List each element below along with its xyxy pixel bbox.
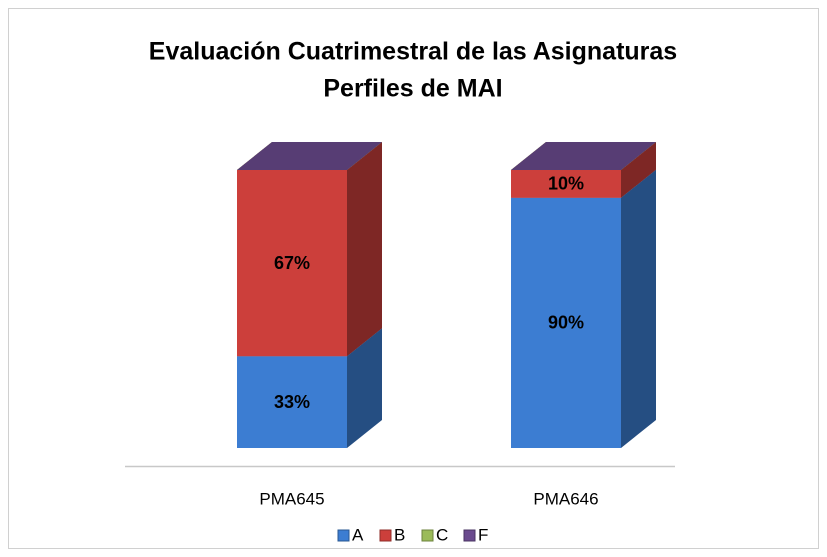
- legend-label: B: [394, 525, 405, 544]
- data-label: 90%: [548, 313, 584, 333]
- chart-title: Evaluación Cuatrimestral de las Asignatu…: [149, 38, 677, 66]
- data-label: 33%: [274, 392, 310, 412]
- bar-top: [511, 142, 656, 170]
- chart-title: Perfiles de MAI: [323, 75, 502, 103]
- bar: [511, 170, 621, 198]
- legend-swatch: [379, 529, 392, 542]
- x-tick-label: PMA645: [259, 489, 324, 508]
- bar-side: [621, 169, 656, 449]
- bar: [237, 170, 347, 357]
- legend-swatch: [421, 529, 434, 542]
- legend-swatch: [463, 529, 476, 542]
- data-label: 67%: [274, 253, 310, 273]
- bar-top: [237, 142, 382, 170]
- chart-frame: [8, 8, 819, 549]
- bar: [511, 197, 621, 448]
- x-tick-label: PMA646: [533, 489, 598, 508]
- legend-label: C: [436, 525, 448, 544]
- bar-side: [347, 142, 382, 357]
- bar-side: [621, 142, 656, 198]
- bar-side: [347, 328, 382, 448]
- data-label: 10%: [548, 174, 584, 194]
- legend-label: A: [352, 525, 364, 544]
- bar: [237, 356, 347, 448]
- legend-label: F: [478, 525, 488, 544]
- legend-swatch: [337, 529, 350, 542]
